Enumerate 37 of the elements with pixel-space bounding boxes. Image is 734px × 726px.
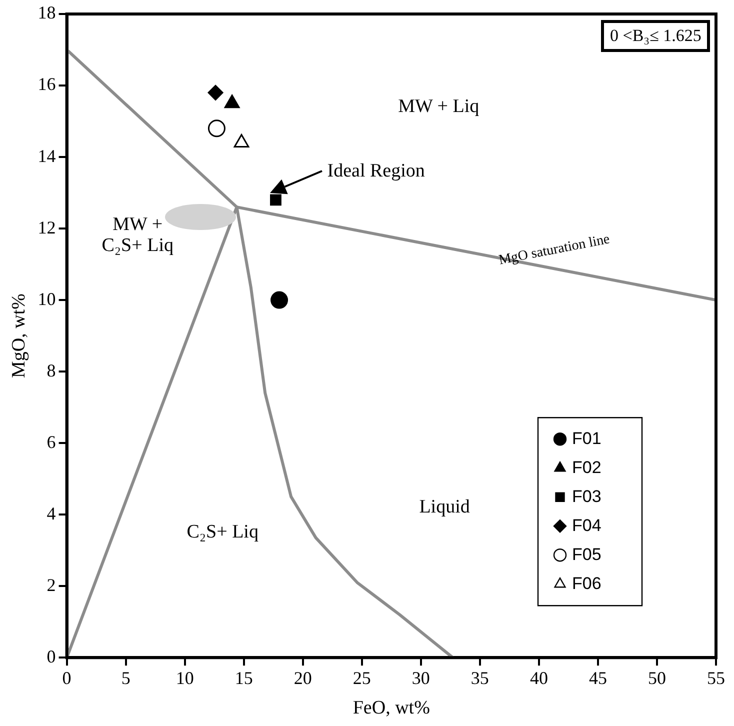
annotation: Ideal Region (327, 160, 426, 182)
y-tick-label: 0 (46, 646, 56, 666)
y-tick-label: 16 (38, 74, 56, 94)
annotation: Liquid (419, 496, 470, 518)
y-axis-title: MgO, wt% (8, 293, 30, 378)
annotation: MgO saturation line (498, 232, 612, 268)
legend-label: F06 (572, 574, 602, 593)
legend-label: F01 (572, 428, 602, 448)
x-tick-label: 20 (294, 668, 312, 688)
y-tick-label: 10 (38, 288, 56, 309)
x-axis-title: FeO, wt% (352, 698, 430, 719)
annotation: 0 <B₃≤ 1.625 (601, 20, 710, 52)
x-tick-label: 45 (588, 668, 607, 688)
x-tick-label: 55 (707, 668, 725, 688)
x-tick-label: 5 (121, 668, 130, 688)
y-tick-label: 12 (38, 217, 56, 238)
legend-label: F02 (572, 458, 602, 477)
y-tick-label: 6 (46, 432, 56, 452)
x-tick-label: 40 (530, 668, 548, 688)
legend-label: F04 (572, 516, 602, 535)
legend-label: F03 (572, 486, 602, 506)
legend-label: F05 (572, 544, 602, 564)
x-tick-label: 50 (648, 668, 666, 688)
x-tick-label: 30 (412, 668, 430, 688)
y-tick-label: 8 (46, 360, 56, 380)
annotation: MW + Liq (398, 96, 480, 117)
annotation: C₂S+ Liq (186, 521, 259, 542)
y-tick-label: 2 (46, 574, 56, 595)
x-tick-label: 0 (62, 668, 72, 688)
y-tick-label: 18 (38, 2, 56, 23)
x-tick-label: 15 (234, 668, 253, 688)
x-tick-label: 35 (470, 668, 489, 688)
y-tick-label: 4 (46, 503, 56, 524)
x-tick-label: 25 (352, 668, 371, 688)
y-tick-label: 14 (38, 146, 56, 166)
x-tick-label: 10 (176, 668, 194, 688)
annotation: MW + C₂S+ Liq (102, 214, 174, 256)
